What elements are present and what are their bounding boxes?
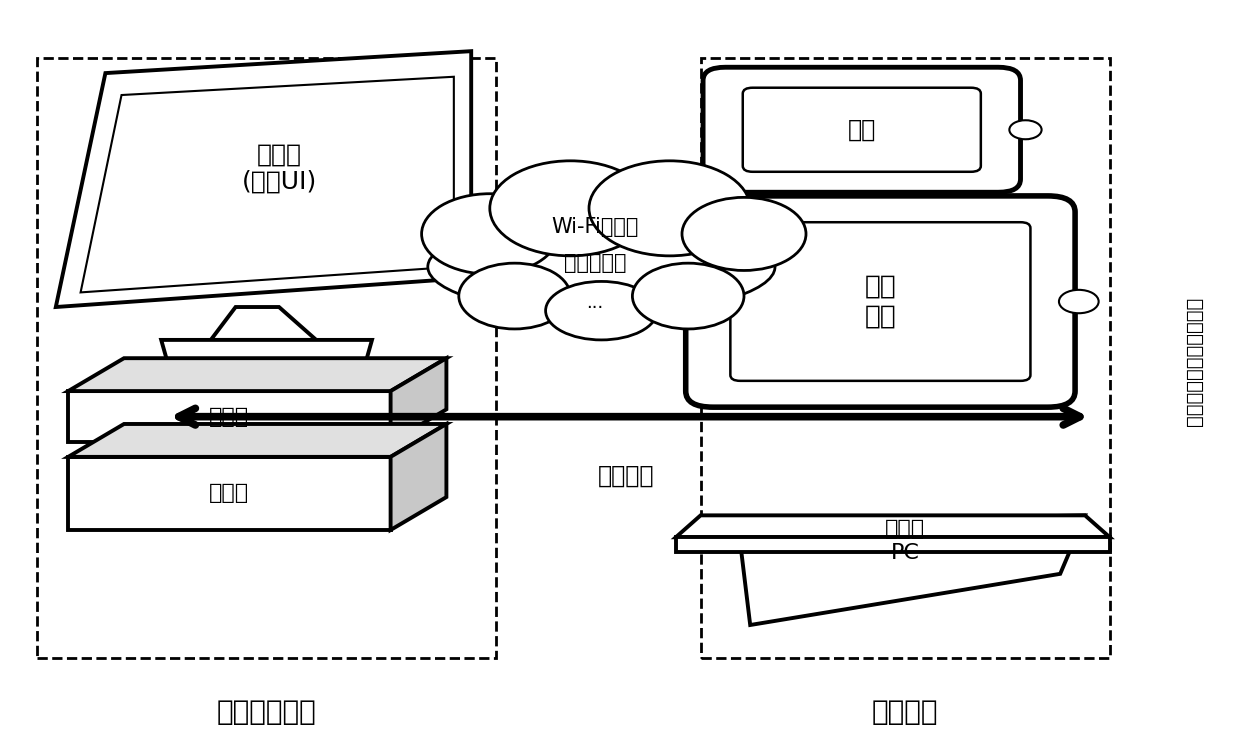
FancyBboxPatch shape bbox=[730, 222, 1030, 381]
Text: ...: ... bbox=[587, 295, 604, 312]
Polygon shape bbox=[68, 358, 446, 391]
Ellipse shape bbox=[589, 161, 750, 256]
Text: 影音播放设备: 影音播放设备 bbox=[217, 698, 316, 726]
Ellipse shape bbox=[440, 190, 763, 322]
Polygon shape bbox=[391, 424, 446, 530]
Polygon shape bbox=[211, 307, 316, 340]
Polygon shape bbox=[68, 457, 391, 530]
Text: 手机: 手机 bbox=[848, 118, 875, 142]
Text: Wi-Fi、蓝牙: Wi-Fi、蓝牙 bbox=[552, 216, 639, 237]
FancyBboxPatch shape bbox=[686, 196, 1075, 407]
Circle shape bbox=[1009, 120, 1042, 139]
Polygon shape bbox=[68, 424, 446, 457]
Polygon shape bbox=[68, 391, 391, 442]
Polygon shape bbox=[676, 537, 1110, 552]
Polygon shape bbox=[676, 515, 1110, 537]
Text: 已安装用户界面实现程序: 已安装用户界面实现程序 bbox=[1184, 298, 1204, 426]
Text: 机顶盒: 机顶盒 bbox=[210, 483, 249, 504]
Ellipse shape bbox=[632, 263, 744, 329]
Text: 电视机
(无需UI): 电视机 (无需UI) bbox=[242, 143, 316, 194]
Text: 智能终端: 智能终端 bbox=[872, 698, 939, 726]
Text: 射频、红外: 射频、红外 bbox=[564, 253, 626, 273]
Bar bbox=[701, 58, 1110, 658]
Text: 电视盒: 电视盒 bbox=[210, 406, 249, 427]
Polygon shape bbox=[161, 340, 372, 362]
Ellipse shape bbox=[546, 281, 657, 340]
FancyBboxPatch shape bbox=[743, 88, 981, 172]
Text: 无线通信: 无线通信 bbox=[598, 464, 655, 488]
Polygon shape bbox=[81, 77, 454, 292]
Polygon shape bbox=[738, 515, 1085, 625]
FancyBboxPatch shape bbox=[703, 67, 1021, 192]
Polygon shape bbox=[391, 358, 446, 442]
Polygon shape bbox=[56, 51, 471, 307]
Bar bbox=[37, 58, 496, 658]
Ellipse shape bbox=[459, 263, 570, 329]
Ellipse shape bbox=[490, 161, 651, 256]
Text: 笔记本
PC: 笔记本 PC bbox=[885, 519, 925, 563]
Ellipse shape bbox=[422, 194, 558, 274]
Text: 平板
电脑: 平板 电脑 bbox=[864, 273, 897, 330]
Circle shape bbox=[1059, 289, 1099, 313]
Ellipse shape bbox=[682, 197, 806, 270]
Ellipse shape bbox=[428, 219, 775, 314]
